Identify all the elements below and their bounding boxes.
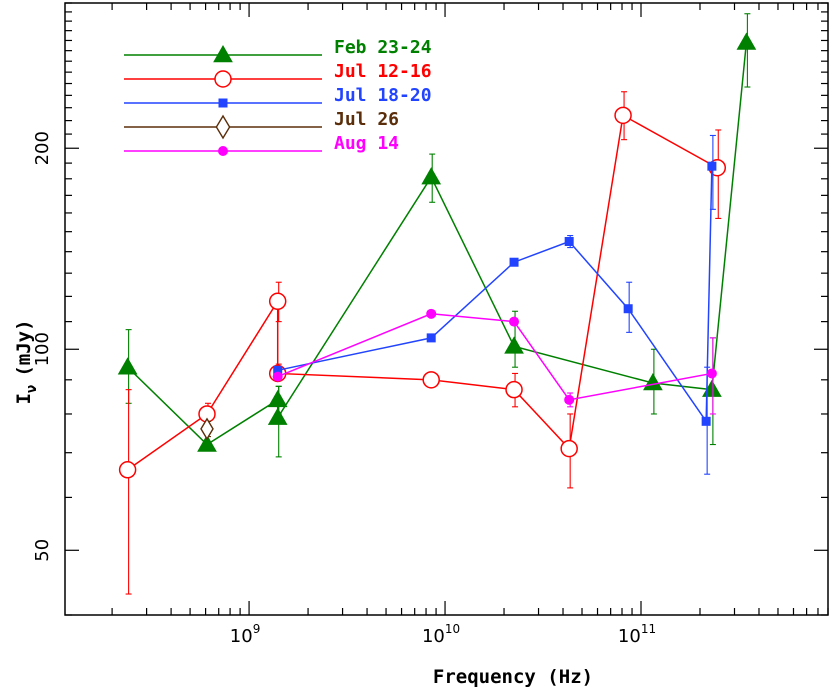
legend-entry-2: Jul 18-20 — [124, 85, 432, 108]
legend-label: Jul 26 — [334, 109, 399, 130]
series-4 — [272, 308, 717, 415]
data-point — [421, 167, 442, 185]
x-tick-label: 1011 — [618, 622, 656, 647]
data-point — [213, 44, 233, 63]
y-axis-title: Iν (mJy) — [13, 319, 40, 404]
data-point — [215, 114, 231, 140]
legend-entry-1: Jul 12-16 — [124, 61, 432, 88]
data-point — [504, 336, 524, 354]
legend-entry-4: Aug 14 — [124, 133, 399, 156]
series-0 — [117, 13, 757, 458]
data-point — [273, 365, 283, 375]
y-tick-label: 100 — [32, 332, 53, 366]
y-axis-title-main: I — [13, 393, 35, 404]
legend-label: Feb 23-24 — [334, 37, 432, 58]
data-point — [505, 380, 523, 399]
data-point — [509, 257, 519, 267]
data-point — [426, 333, 436, 343]
data-point — [623, 304, 633, 314]
data-point — [706, 368, 717, 379]
x-tick-label: 1010 — [422, 622, 460, 647]
data-point — [200, 417, 214, 441]
data-point — [564, 236, 574, 246]
data-point — [268, 292, 287, 311]
data-point — [509, 316, 520, 327]
legend-entry-0: Feb 23-24 — [124, 37, 432, 63]
data-point — [267, 407, 288, 425]
series-1 — [118, 91, 727, 595]
data-point — [214, 70, 232, 88]
data-point — [197, 434, 217, 452]
legend-label: Jul 18-20 — [334, 85, 432, 106]
data-point — [218, 146, 228, 156]
legend-label: Jul 12-16 — [334, 61, 432, 82]
data-point — [422, 371, 440, 389]
legend-label: Aug 14 — [334, 133, 399, 154]
legend-entry-3: Jul 26 — [124, 109, 399, 140]
series-2 — [273, 134, 717, 475]
data-point — [560, 439, 578, 458]
data-point — [267, 389, 288, 408]
data-point — [614, 106, 632, 125]
data-point — [701, 416, 711, 426]
data-point — [564, 394, 575, 405]
x-tick-label: 109 — [230, 622, 261, 647]
data-point — [707, 161, 717, 171]
data-point — [736, 32, 757, 50]
series-line — [277, 166, 713, 424]
y-axis-title-subscript: ν — [24, 385, 40, 393]
series-3 — [200, 417, 214, 441]
data-point — [272, 371, 283, 382]
plot-frame — [64, 2, 829, 616]
svg-text:Iν(mJy): Iν (mJy) — [13, 319, 40, 404]
data-point — [118, 461, 137, 479]
y-tick-label: 50 — [32, 539, 53, 562]
x-axis-title: Frequency (Hz) — [433, 666, 593, 688]
y-axis-title-unit: (mJy) — [13, 319, 35, 376]
y-tick-label: 200 — [32, 131, 53, 165]
data-point — [218, 98, 228, 108]
data-point — [117, 357, 138, 375]
data-point — [426, 308, 437, 319]
